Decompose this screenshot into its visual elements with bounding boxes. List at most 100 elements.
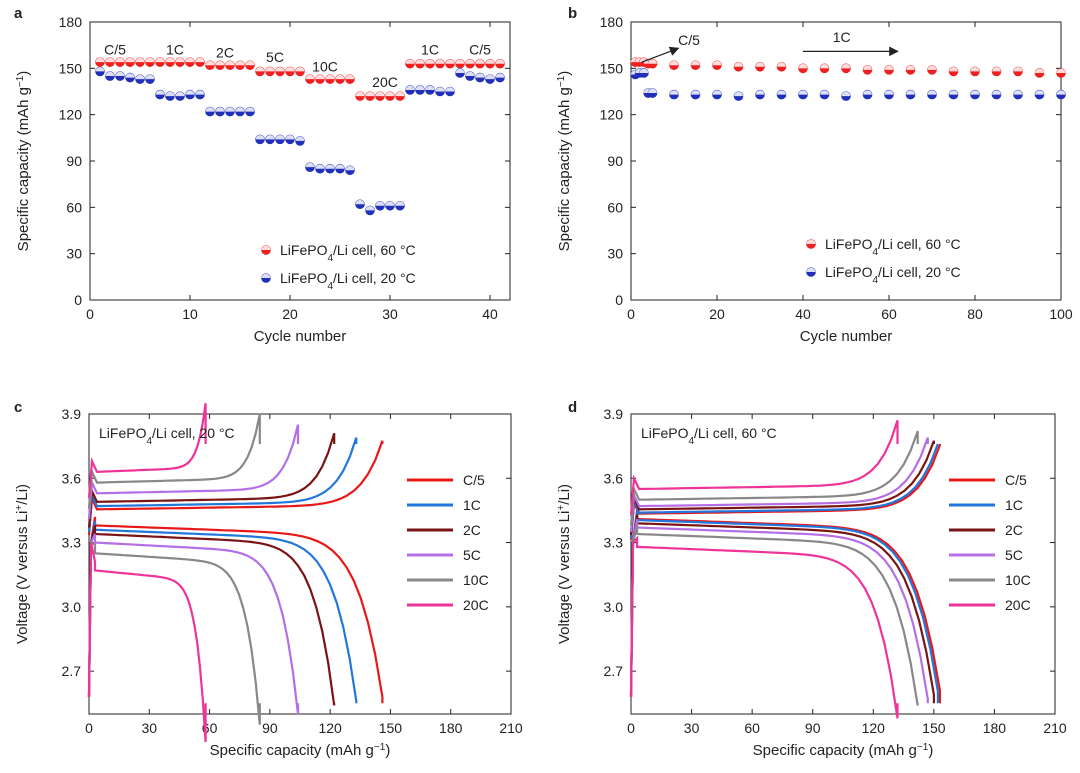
marker-highlight xyxy=(1035,68,1044,73)
data-point xyxy=(255,66,265,77)
legend-label: 2C xyxy=(1005,522,1023,538)
data-point xyxy=(733,91,744,101)
data-point xyxy=(435,86,445,97)
data-point xyxy=(225,106,235,117)
data-point xyxy=(798,63,808,74)
legend-label: LiFePO4/Li cell, 60 °C xyxy=(825,236,961,258)
x-tick-label: 150 xyxy=(379,720,403,736)
marker-highlight xyxy=(992,67,1001,72)
data-point xyxy=(355,199,365,210)
data-point xyxy=(475,72,485,83)
data-point xyxy=(95,66,105,77)
curve-c-5 xyxy=(87,440,384,704)
marker-highlight xyxy=(295,136,305,141)
data-point xyxy=(145,74,155,84)
data-point xyxy=(355,91,365,101)
data-point xyxy=(345,165,355,176)
y-axis-label: Voltage (V versus Li+/Li) xyxy=(556,484,574,644)
marker-highlight xyxy=(275,67,285,72)
data-point xyxy=(465,58,475,69)
data-point xyxy=(295,136,305,146)
y-tick-label: 120 xyxy=(600,107,624,123)
marker-highlight xyxy=(712,60,722,66)
y-tick-label: 30 xyxy=(66,246,82,262)
data-point xyxy=(1056,68,1066,78)
curve-2c xyxy=(87,432,336,706)
y-tick-label: 180 xyxy=(59,14,83,30)
marker-highlight xyxy=(1035,90,1044,95)
data-point xyxy=(305,162,315,172)
marker-highlight xyxy=(165,91,175,97)
data-point xyxy=(647,58,658,69)
curve-1c xyxy=(87,437,358,704)
data-point xyxy=(435,58,445,69)
marker-highlight xyxy=(175,57,185,63)
x-tick-label: 0 xyxy=(627,306,635,322)
data-point xyxy=(819,89,830,100)
marker-highlight xyxy=(275,134,285,140)
data-point xyxy=(733,61,744,72)
marker-highlight xyxy=(185,57,195,63)
data-point xyxy=(712,60,722,71)
x-axis-label: Specific capacity (mAh g−1) xyxy=(753,742,934,760)
data-point xyxy=(475,58,485,69)
marker-highlight xyxy=(806,239,816,244)
marker-highlight xyxy=(495,73,505,78)
marker-highlight xyxy=(755,90,765,95)
data-point xyxy=(395,200,405,211)
x-tick-label: 180 xyxy=(983,720,1007,736)
data-point xyxy=(285,134,295,145)
marker-highlight xyxy=(405,59,415,64)
rate-label: C/5 xyxy=(469,41,491,57)
marker-highlight xyxy=(125,57,135,63)
data-point xyxy=(235,106,245,117)
marker-highlight xyxy=(365,91,375,97)
data-point xyxy=(862,89,873,100)
marker-highlight xyxy=(734,91,743,97)
marker-highlight xyxy=(261,273,271,278)
data-point xyxy=(991,89,1002,100)
data-point xyxy=(265,66,275,77)
legend-label: 1C xyxy=(1005,497,1023,513)
data-point xyxy=(927,65,937,75)
marker-highlight xyxy=(1056,68,1066,73)
data-point xyxy=(841,91,851,101)
marker-highlight xyxy=(115,71,125,77)
data-point xyxy=(991,66,1002,77)
data-point xyxy=(315,163,325,174)
data-point xyxy=(265,134,275,145)
data-point xyxy=(115,71,125,81)
marker-highlight xyxy=(315,74,325,80)
x-tick-label: 210 xyxy=(499,720,523,736)
x-tick-label: 40 xyxy=(482,306,498,322)
marker-highlight xyxy=(245,107,255,112)
data-point xyxy=(195,57,205,67)
data-point xyxy=(335,74,345,84)
data-point xyxy=(305,74,315,84)
marker-highlight xyxy=(385,91,395,97)
data-point xyxy=(776,61,787,72)
marker-highlight xyxy=(155,57,165,63)
marker-highlight xyxy=(485,59,495,64)
data-point xyxy=(245,106,255,117)
marker-highlight xyxy=(285,134,295,140)
y-tick-label: 0 xyxy=(74,292,82,308)
marker-highlight xyxy=(425,59,435,64)
data-point xyxy=(225,60,235,71)
data-point xyxy=(415,85,425,95)
legend-label: LiFePO4/Li cell, 60 °C xyxy=(280,242,416,264)
data-point xyxy=(755,89,765,100)
y-tick-label: 2.7 xyxy=(604,663,624,679)
marker-highlight xyxy=(970,90,980,95)
marker-highlight xyxy=(195,90,205,95)
data-point xyxy=(255,134,265,145)
data-point xyxy=(485,74,495,84)
rate-label: 10C xyxy=(312,58,338,74)
x-tick-label: 0 xyxy=(85,720,93,736)
marker-highlight xyxy=(215,60,225,66)
data-point xyxy=(639,68,649,78)
marker-highlight xyxy=(195,57,205,63)
marker-highlight xyxy=(255,134,265,140)
rate-label: 1C xyxy=(833,29,851,45)
data-point xyxy=(275,134,285,145)
